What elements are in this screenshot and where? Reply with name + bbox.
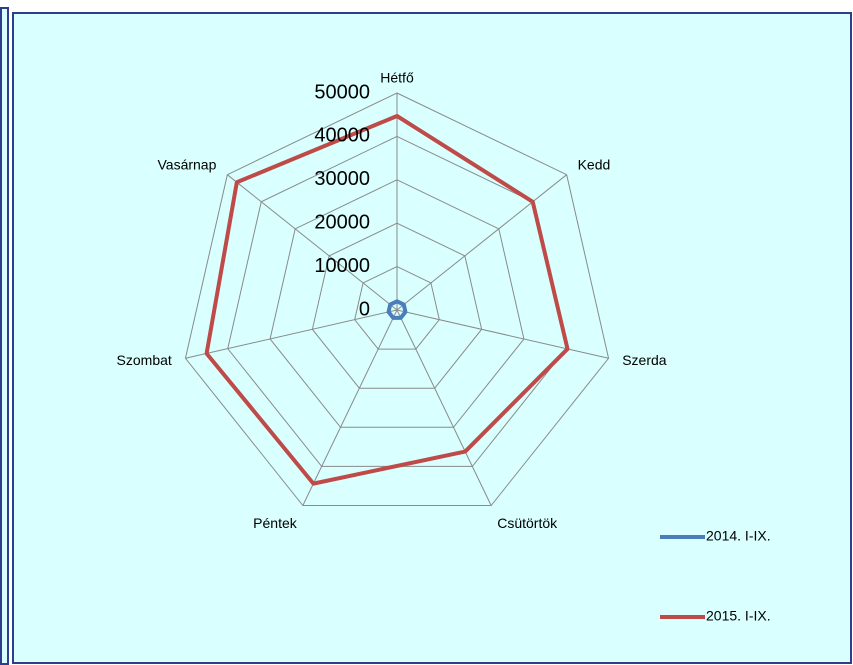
spoke [302, 309, 398, 506]
y-tick-label: 30000 [314, 168, 370, 190]
series-line [386, 299, 408, 320]
category-label: Szerda [622, 352, 667, 368]
y-tick-label: 0 [359, 298, 370, 320]
grid-line [184, 92, 610, 507]
spoke [396, 309, 492, 506]
category-label: Kedd [578, 157, 611, 173]
chart-area [12, 12, 852, 664]
y-tick-label: 40000 [314, 125, 370, 147]
grid-line [311, 222, 483, 389]
side-strip [0, 7, 9, 665]
category-label: Vasárnap [157, 157, 216, 173]
spoke [396, 174, 567, 311]
grid-line [269, 179, 525, 428]
legend-label: 2015. I-IX. [706, 608, 771, 624]
category-label: Péntek [253, 515, 298, 531]
y-tick-label: 50000 [314, 81, 370, 103]
legend-label: 2014. I-IX. [706, 528, 771, 544]
category-label: Csütörtök [497, 515, 558, 531]
y-tick-label: 10000 [314, 255, 370, 277]
spoke [396, 309, 609, 359]
grid-line [354, 266, 440, 350]
spoke [227, 174, 398, 311]
series-line [204, 114, 570, 486]
y-tick-label: 20000 [314, 211, 370, 233]
category-label: Hétfő [380, 70, 414, 86]
spoke [185, 309, 398, 359]
category-label: Szombat [117, 352, 172, 368]
